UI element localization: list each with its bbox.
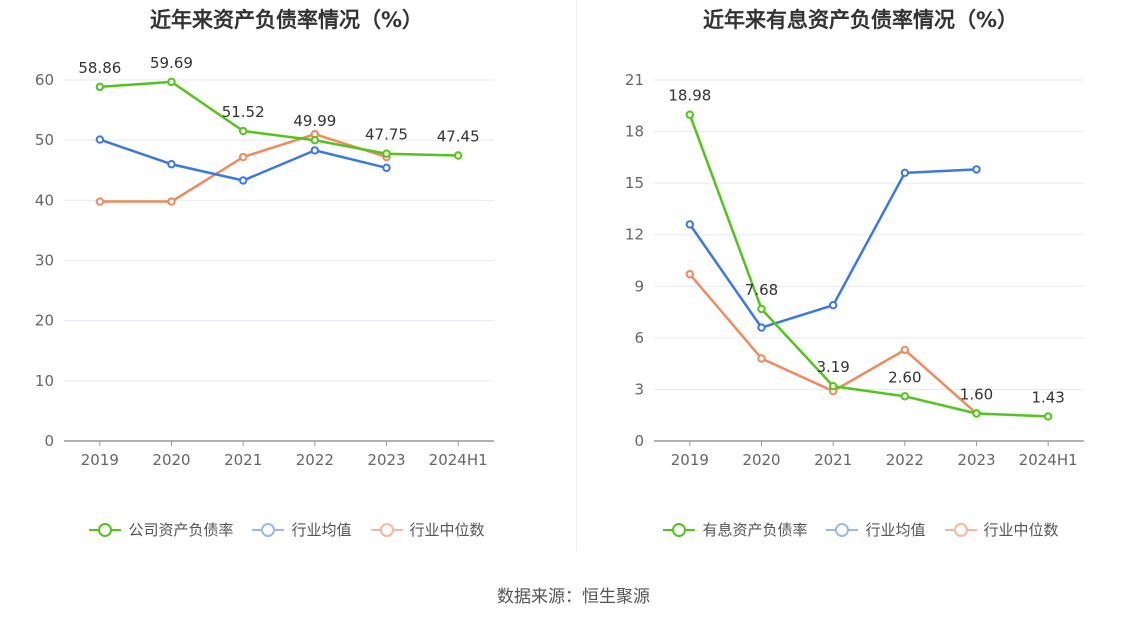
legend-label: 行业均值 bbox=[291, 521, 352, 539]
x-tick-label: 2022 bbox=[886, 451, 924, 469]
data-label: 59.69 bbox=[150, 54, 193, 72]
data-point bbox=[900, 168, 910, 178]
x-tick-label: 2019 bbox=[671, 451, 709, 469]
data-point bbox=[167, 197, 176, 206]
data-point bbox=[453, 151, 463, 160]
legend-item-company[interactable]: 有息资产负债率 bbox=[662, 519, 807, 540]
legend-label: 公司资产负债率 bbox=[128, 521, 234, 539]
data-label: 1.60 bbox=[960, 385, 993, 403]
data-label: 58.86 bbox=[78, 59, 121, 77]
legend-swatch-icon bbox=[944, 522, 977, 537]
data-point bbox=[382, 149, 391, 158]
data-label: 47.75 bbox=[365, 126, 408, 144]
legend-swatch-icon bbox=[370, 522, 403, 537]
data-point bbox=[900, 392, 910, 401]
chart-title: 近年来有息资产负债率情况（%） bbox=[702, 8, 1019, 32]
x-tick-label: 2024H1 bbox=[429, 451, 488, 469]
legend-label: 行业中位数 bbox=[409, 521, 485, 539]
y-tick-label: 0 bbox=[634, 432, 644, 450]
data-point bbox=[95, 197, 105, 206]
x-tick-label: 2023 bbox=[367, 451, 405, 469]
y-tick-label: 21 bbox=[625, 71, 644, 89]
data-point bbox=[238, 126, 248, 136]
x-tick-label: 2020 bbox=[742, 451, 780, 469]
chart-title: 近年来资产负债率情况（%） bbox=[149, 8, 424, 32]
series-line-0 bbox=[99, 80, 459, 157]
data-label: 1.43 bbox=[1031, 388, 1064, 406]
data-point bbox=[167, 77, 176, 87]
data-point bbox=[972, 409, 981, 418]
legend-swatch-icon bbox=[663, 522, 696, 537]
y-tick-label: 3 bbox=[634, 380, 644, 398]
data-point bbox=[238, 152, 248, 162]
legend-item-company[interactable]: 公司资产负债率 bbox=[88, 519, 233, 540]
y-tick-label: 9 bbox=[634, 277, 644, 295]
y-tick-label: 18 bbox=[625, 123, 644, 141]
data-label: 2.60 bbox=[888, 368, 921, 386]
y-tick-label: 12 bbox=[625, 226, 644, 244]
data-label: 51.52 bbox=[222, 103, 265, 121]
legend-label: 有息资产负债率 bbox=[702, 521, 808, 539]
x-tick-label: 2021 bbox=[224, 451, 262, 469]
data-source-note: 数据来源：恒生聚源 bbox=[497, 587, 650, 607]
data-point bbox=[685, 220, 695, 229]
panel-divider bbox=[576, 0, 577, 550]
data-label: 7.68 bbox=[745, 281, 778, 299]
y-tick-label: 0 bbox=[44, 432, 54, 450]
data-point bbox=[238, 176, 248, 185]
series-line-0 bbox=[688, 114, 1049, 418]
y-tick-label: 10 bbox=[35, 372, 54, 390]
legend-swatch-icon bbox=[252, 522, 285, 537]
legend: 有息资产负债率 行业均值 行业中位数 bbox=[574, 519, 1147, 540]
chart-panel-debt-ratio: 近年来资产负债率情况（%） 0 10 20 30 40 50 60 2019 2020 2021 2… bbox=[0, 0, 573, 560]
data-point bbox=[757, 304, 766, 314]
data-point bbox=[900, 345, 910, 355]
y-tick-label: 30 bbox=[35, 252, 54, 270]
legend: 公司资产负债率 行业均值 行业中位数 bbox=[0, 519, 573, 540]
data-point bbox=[310, 136, 320, 145]
legend-swatch-icon bbox=[826, 522, 859, 537]
x-tick-label: 2023 bbox=[957, 451, 995, 469]
y-tick-label: 15 bbox=[625, 174, 644, 192]
legend-label: 行业中位数 bbox=[983, 521, 1059, 539]
series-line-2 bbox=[99, 132, 387, 203]
chart-interest-debt-ratio: 0 3 6 9 12 15 18 21 2019 2020 2021 2022 2023 2024H1 18… bbox=[625, 71, 1084, 469]
data-point bbox=[685, 110, 695, 119]
chart-panel-interest-debt-ratio: 近年来有息资产负债率情况（%） 0 3 6 9 12 15 18 21 2019 2020 2021… bbox=[574, 0, 1147, 560]
data-point bbox=[757, 354, 766, 363]
legend-item-industry-median[interactable]: 行业中位数 bbox=[944, 519, 1059, 540]
legend-item-industry-avg[interactable]: 行业均值 bbox=[251, 519, 352, 540]
y-tick-label: 40 bbox=[35, 191, 54, 209]
data-label: 3.19 bbox=[816, 358, 849, 376]
data-point bbox=[828, 300, 838, 310]
data-point bbox=[167, 160, 176, 169]
data-point bbox=[685, 270, 695, 279]
legend-item-industry-median[interactable]: 行业中位数 bbox=[370, 519, 485, 540]
chart-debt-ratio: 0 10 20 30 40 50 60 2019 2020 2021 2022 2023 2024H1 5… bbox=[35, 54, 494, 469]
x-tick-label: 2021 bbox=[814, 451, 852, 469]
data-point bbox=[95, 82, 105, 92]
x-tick-label: 2022 bbox=[296, 451, 334, 469]
legend-swatch-icon bbox=[89, 522, 122, 537]
data-label: 47.45 bbox=[437, 128, 480, 146]
y-tick-label: 20 bbox=[35, 312, 54, 330]
data-point bbox=[972, 165, 981, 174]
data-label: 49.99 bbox=[293, 112, 336, 130]
data-point bbox=[1043, 412, 1053, 421]
y-tick-label: 50 bbox=[35, 131, 54, 149]
data-point bbox=[757, 323, 766, 332]
legend-label: 行业均值 bbox=[865, 521, 926, 539]
x-tick-label: 2019 bbox=[81, 451, 119, 469]
legend-item-industry-avg[interactable]: 行业均值 bbox=[825, 519, 926, 540]
data-point bbox=[828, 381, 838, 391]
y-tick-label: 6 bbox=[634, 329, 644, 347]
data-point bbox=[382, 163, 391, 173]
y-tick-label: 60 bbox=[35, 71, 54, 89]
x-tick-label: 2020 bbox=[152, 451, 190, 469]
data-label: 18.98 bbox=[668, 87, 711, 105]
data-point bbox=[95, 135, 105, 144]
x-tick-label: 2024H1 bbox=[1019, 451, 1078, 469]
data-point bbox=[310, 146, 320, 155]
